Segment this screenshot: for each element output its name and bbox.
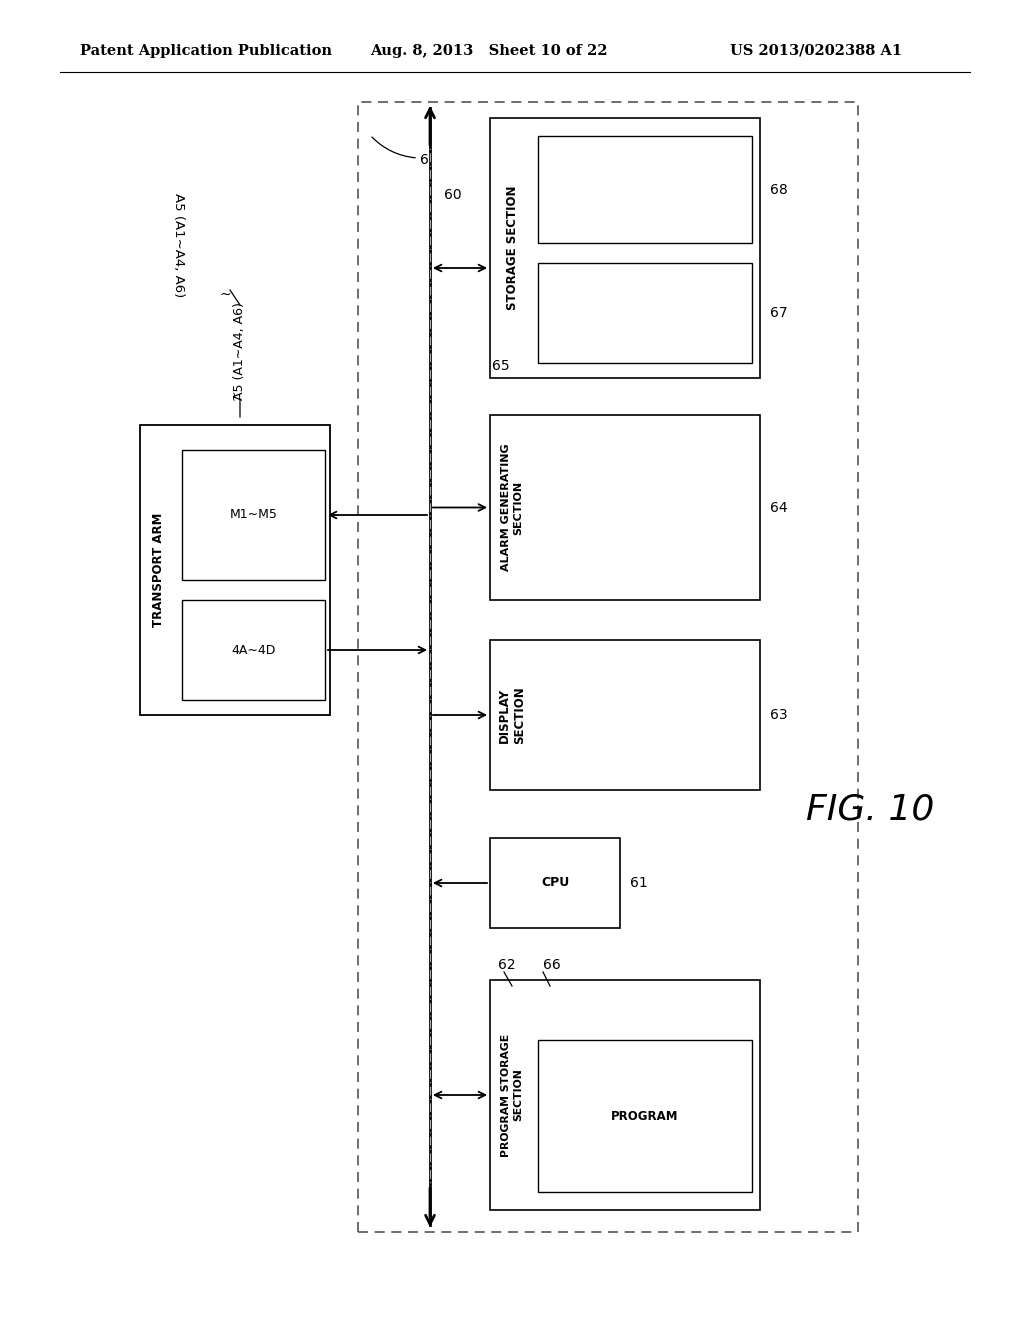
Text: STORAGE SECTION: STORAGE SECTION [506,186,518,310]
Bar [538,1040,752,1192]
Bar [490,979,760,1210]
Text: PROGRAM STORAGE
SECTION: PROGRAM STORAGE SECTION [501,1034,523,1156]
Text: 61: 61 [630,876,648,890]
Text: PROGRAM: PROGRAM [611,1110,679,1122]
Text: US 2013/0202388 A1: US 2013/0202388 A1 [730,44,902,58]
Text: Patent Application Publication: Patent Application Publication [80,44,332,58]
Text: 68: 68 [770,182,787,197]
Text: ~: ~ [219,288,230,302]
Bar [490,117,760,378]
Text: 63: 63 [770,708,787,722]
Text: 62: 62 [498,958,516,972]
Text: Aug. 8, 2013   Sheet 10 of 22: Aug. 8, 2013 Sheet 10 of 22 [370,44,607,58]
Bar [182,450,325,579]
Text: 65: 65 [492,359,510,374]
Bar [538,263,752,363]
Bar [490,640,760,789]
Text: TRANSPORT ARM: TRANSPORT ARM [152,512,165,627]
Text: ALARM GENERATING
SECTION: ALARM GENERATING SECTION [501,444,523,572]
Bar [182,601,325,700]
Text: A5 (A1∼A4, A6): A5 (A1∼A4, A6) [233,302,247,400]
Bar [538,136,752,243]
Text: 66: 66 [543,958,561,972]
Bar [140,425,330,715]
Text: 64: 64 [770,500,787,515]
Text: 60: 60 [444,187,462,202]
Text: 4A∼4D: 4A∼4D [231,644,275,656]
Text: 6: 6 [420,153,429,168]
Text: 67: 67 [770,306,787,319]
Bar [358,102,858,1232]
Text: FIG. 10: FIG. 10 [806,793,934,828]
Bar [490,414,760,601]
Text: M1∼M5: M1∼M5 [229,508,278,521]
Bar [490,838,620,928]
Text: DISPLAY
SECTION: DISPLAY SECTION [498,686,526,744]
Text: A5 (A1∼A4, A6): A5 (A1∼A4, A6) [171,193,184,297]
Text: CPU: CPU [541,876,569,890]
Text: ~: ~ [227,389,241,400]
